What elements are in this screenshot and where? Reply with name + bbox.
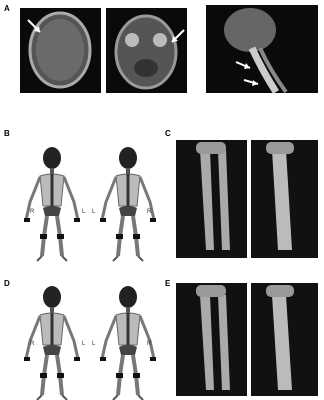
panel-label: D bbox=[4, 279, 10, 288]
bone-scan bbox=[22, 145, 82, 263]
side-label: L bbox=[82, 341, 86, 347]
side-label: R bbox=[147, 209, 152, 215]
panel-label: B bbox=[4, 129, 10, 138]
bone-scan bbox=[98, 145, 158, 263]
side-label: L bbox=[92, 341, 96, 347]
panel-label: A bbox=[4, 4, 10, 13]
panel-label: E bbox=[165, 279, 171, 288]
side-label: R bbox=[30, 341, 35, 347]
side-label: R bbox=[147, 341, 152, 347]
panel-label: C bbox=[165, 129, 171, 138]
side-label: L bbox=[82, 209, 86, 215]
side-label: R bbox=[30, 209, 35, 215]
side-label: L bbox=[92, 209, 96, 215]
